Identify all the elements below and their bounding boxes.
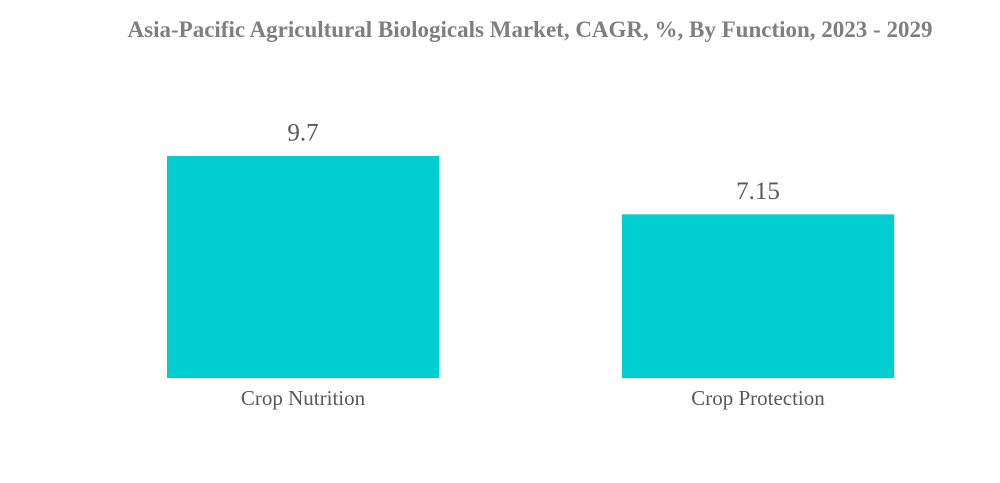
- x-tick-label: Crop Nutrition: [241, 386, 366, 410]
- data-label: 9.7: [287, 120, 318, 147]
- chart-title: Asia-Pacific Agricultural Biologicals Ma…: [127, 17, 933, 42]
- bar: [166, 156, 440, 378]
- bar: [621, 214, 895, 378]
- data-label: 7.15: [736, 178, 780, 205]
- x-tick-label: Crop Protection: [691, 386, 825, 410]
